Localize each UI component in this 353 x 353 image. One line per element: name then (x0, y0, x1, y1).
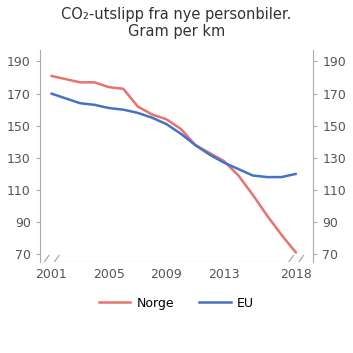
Norge (78, 80, 82, 84)
Norge (222, 159, 226, 163)
Line: EU: EU (51, 94, 296, 177)
Line: Norge: Norge (51, 76, 296, 252)
EU (294, 172, 298, 176)
EU (164, 122, 168, 126)
Norge (179, 127, 183, 131)
EU (136, 111, 140, 115)
Norge (236, 173, 240, 178)
Norge (64, 77, 68, 81)
Norge (150, 112, 154, 116)
EU (265, 175, 269, 179)
EU (49, 91, 53, 96)
EU (92, 103, 97, 107)
EU (78, 101, 82, 105)
Norge (92, 80, 97, 84)
Norge (107, 85, 111, 89)
EU (179, 132, 183, 136)
EU (236, 167, 240, 171)
Norge (208, 151, 212, 155)
EU (121, 108, 125, 112)
EU (222, 161, 226, 165)
EU (150, 115, 154, 120)
Legend: Norge, EU: Norge, EU (94, 292, 259, 315)
EU (279, 175, 283, 179)
EU (193, 143, 197, 147)
Norge (193, 143, 197, 147)
Norge (294, 250, 298, 255)
Norge (251, 193, 255, 197)
EU (107, 106, 111, 110)
Norge (49, 74, 53, 78)
Norge (121, 86, 125, 91)
EU (64, 96, 68, 101)
Title: CO₂-utslipp fra nye personbiler.
Gram per km: CO₂-utslipp fra nye personbiler. Gram pe… (61, 7, 292, 39)
Norge (279, 233, 283, 237)
Norge (136, 104, 140, 109)
EU (251, 173, 255, 178)
Norge (164, 117, 168, 121)
Norge (265, 214, 269, 218)
EU (208, 152, 212, 157)
